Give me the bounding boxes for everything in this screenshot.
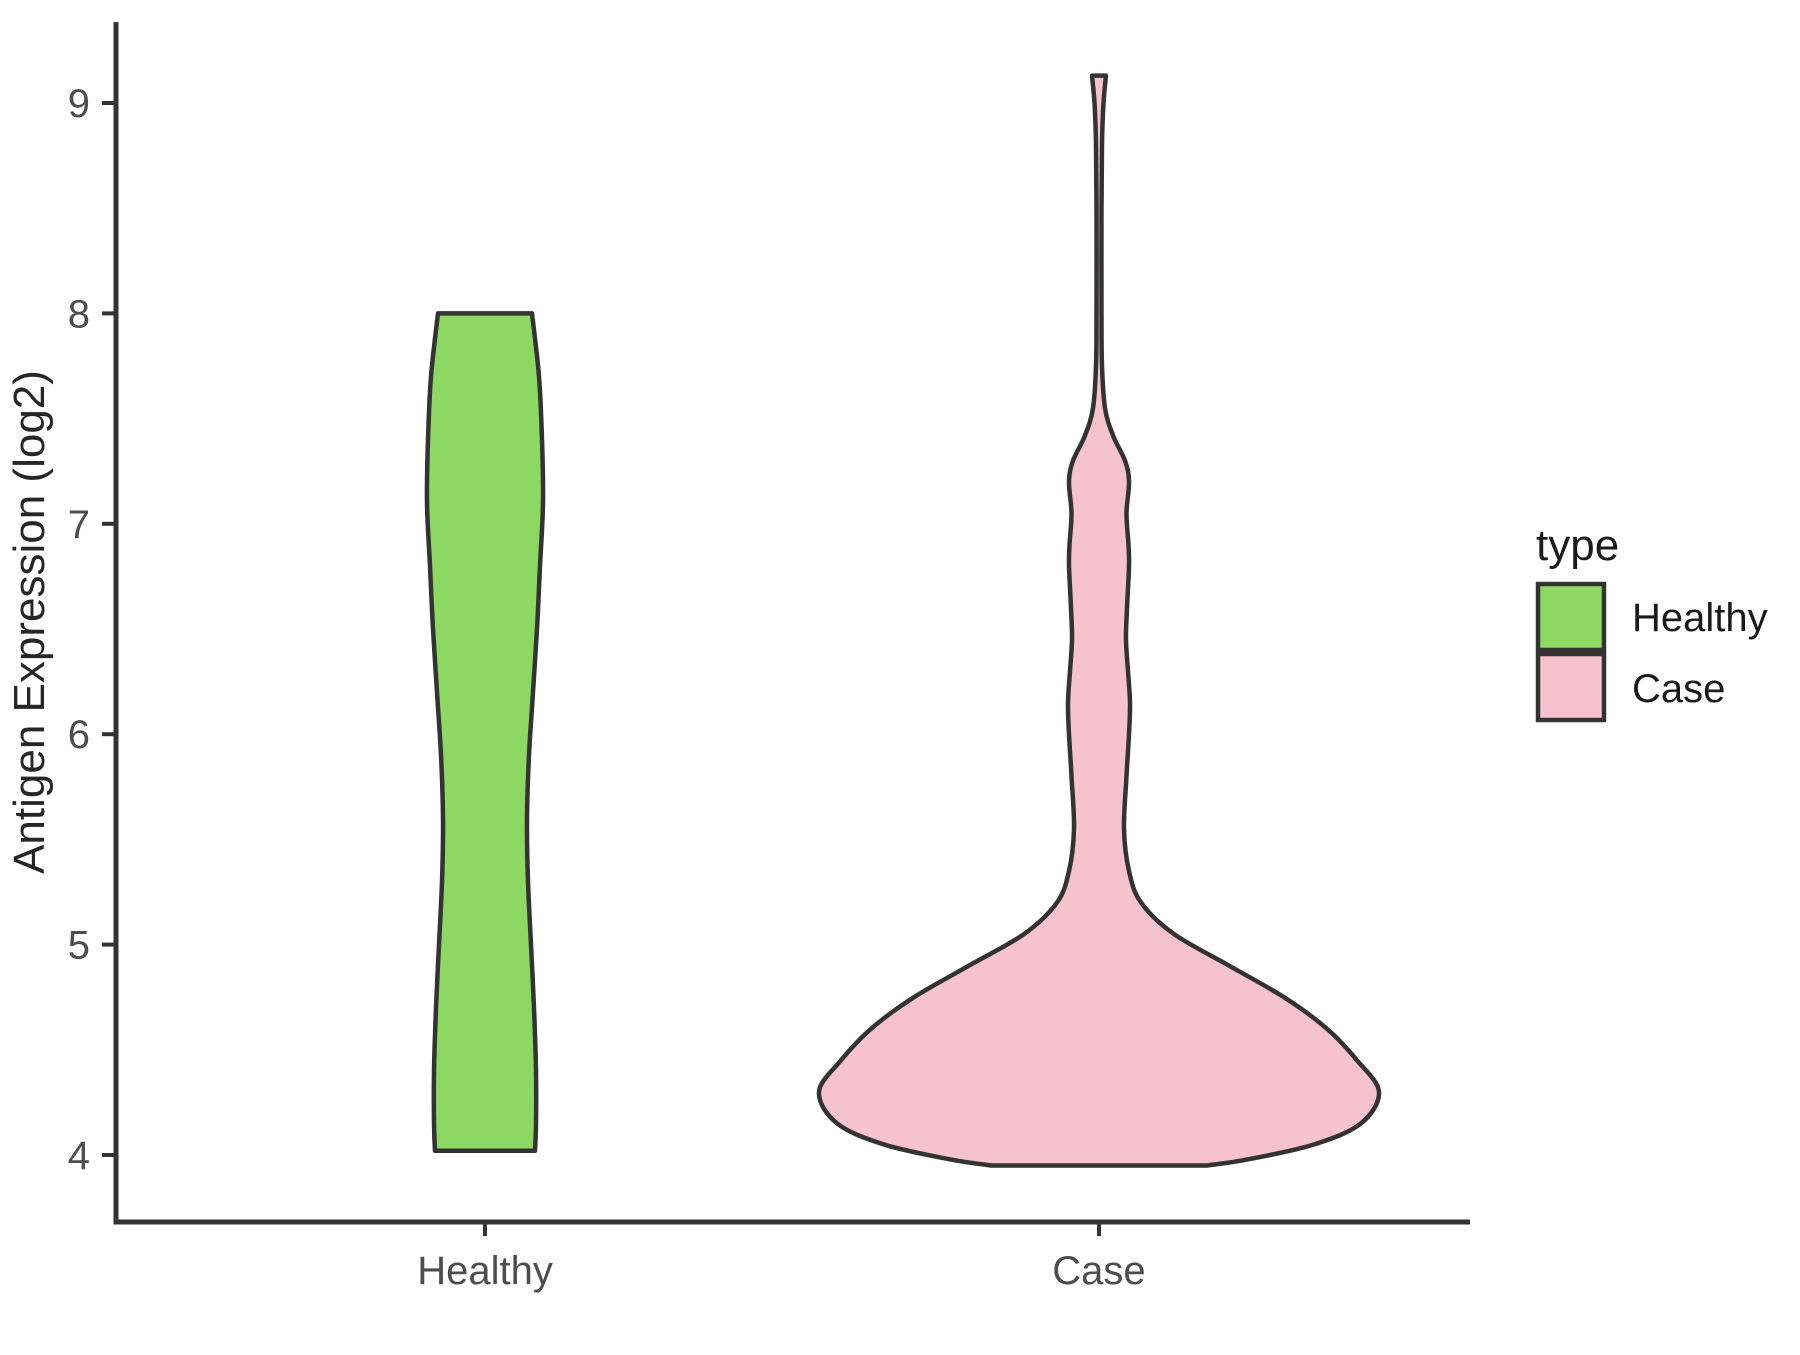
y-tick-label: 8 bbox=[68, 292, 90, 336]
legend-key-healthy bbox=[1535, 581, 1607, 653]
violin-healthy bbox=[424, 311, 546, 1154]
axes-group bbox=[113, 22, 1470, 1225]
legend-key-case bbox=[1535, 651, 1607, 723]
legend: type Healthy Case bbox=[1535, 521, 1768, 723]
y-tick-label: 9 bbox=[68, 82, 90, 126]
x-tick-label-healthy: Healthy bbox=[417, 1249, 553, 1293]
x-tick-label-case: Case bbox=[1052, 1249, 1145, 1293]
legend-label-healthy: Healthy bbox=[1632, 596, 1768, 640]
y-tick-label: 7 bbox=[68, 503, 90, 547]
y-axis-title: Antigen Expression (log2) bbox=[5, 370, 54, 874]
y-tick-label: 4 bbox=[68, 1134, 90, 1178]
violins-group bbox=[424, 73, 1382, 1168]
y-axis-ticks: 4 5 6 7 8 9 bbox=[68, 82, 114, 1178]
y-tick-label: 6 bbox=[68, 713, 90, 757]
y-tick-label: 5 bbox=[68, 924, 90, 968]
legend-label-case: Case bbox=[1632, 667, 1725, 711]
violin-case bbox=[816, 73, 1382, 1168]
legend-title: type bbox=[1536, 521, 1619, 570]
x-axis-ticks: Healthy Case bbox=[417, 1224, 1146, 1293]
